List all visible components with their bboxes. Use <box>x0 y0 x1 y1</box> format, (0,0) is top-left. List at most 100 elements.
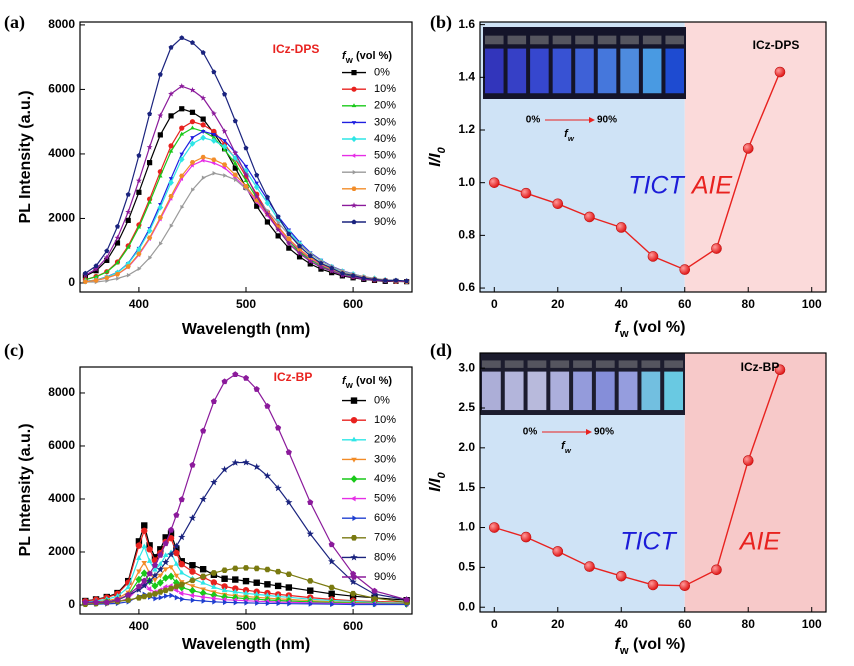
marker <box>135 585 143 593</box>
vial <box>504 371 524 411</box>
x-tick-label: 80 <box>742 297 756 311</box>
marker <box>212 171 217 176</box>
legend-label: 10% <box>374 414 396 426</box>
marker <box>168 177 174 182</box>
vial <box>664 360 683 368</box>
marker <box>93 274 99 279</box>
y-tick-label: 2.5 <box>458 400 475 414</box>
marker <box>276 220 281 225</box>
marker <box>104 248 110 254</box>
marker <box>393 277 399 283</box>
marker <box>350 272 356 278</box>
marker <box>212 599 218 605</box>
marker <box>114 234 121 241</box>
vial <box>595 360 615 368</box>
legend-label: 90% <box>374 216 396 228</box>
x-tick-label: 400 <box>129 297 149 311</box>
series-line <box>85 85 407 282</box>
marker <box>276 600 282 607</box>
marker <box>169 592 175 599</box>
marker <box>136 569 142 575</box>
marker <box>296 250 303 256</box>
label-part: w <box>565 446 572 455</box>
marker <box>104 275 110 281</box>
label-part: I/I <box>427 153 444 167</box>
marker <box>173 549 180 557</box>
marker <box>146 558 153 563</box>
marker <box>158 594 164 601</box>
marker <box>253 386 260 392</box>
marker <box>201 175 206 181</box>
marker <box>350 573 358 580</box>
marker <box>146 542 153 549</box>
x-tick-label: 60 <box>678 297 692 311</box>
marker <box>93 268 99 274</box>
marker <box>162 567 169 573</box>
marker <box>210 570 218 576</box>
legend-title: fW (vol %) <box>342 50 392 65</box>
marker <box>162 540 169 547</box>
marker <box>254 203 260 209</box>
marker <box>221 583 228 590</box>
marker <box>243 164 249 169</box>
marker <box>125 584 131 590</box>
legend-label: 30% <box>374 116 396 128</box>
marker <box>135 538 143 545</box>
marker <box>210 579 218 586</box>
marker <box>157 546 164 553</box>
marker <box>162 552 169 558</box>
marker <box>488 177 500 188</box>
label-part: 0 <box>436 471 448 478</box>
marker <box>156 565 164 573</box>
y-tick-label: 0.5 <box>458 560 475 574</box>
marker <box>253 579 260 586</box>
marker <box>242 594 250 603</box>
marker <box>135 595 143 601</box>
marker <box>135 542 143 549</box>
marker <box>147 235 153 241</box>
marker <box>231 458 239 466</box>
x-tick-label: 20 <box>551 297 565 311</box>
marker <box>200 427 207 434</box>
marker <box>711 243 722 254</box>
marker <box>103 254 110 261</box>
marker <box>285 571 293 578</box>
marker <box>350 553 358 561</box>
marker <box>307 578 314 584</box>
marker <box>157 71 163 77</box>
inset-arrowhead <box>586 429 592 435</box>
marker <box>141 527 148 534</box>
legend-label: 80% <box>374 551 396 563</box>
y-tick-label: 4000 <box>48 146 75 160</box>
marker <box>147 160 153 166</box>
marker <box>210 110 217 117</box>
inset-from: 0% <box>526 115 541 126</box>
marker <box>173 511 180 518</box>
x-tick-label: 60 <box>678 617 692 631</box>
marker <box>168 90 174 97</box>
marker <box>173 583 180 590</box>
label-part: I/I <box>427 478 444 492</box>
marker <box>232 576 239 583</box>
marker <box>157 560 164 566</box>
vial <box>550 360 570 368</box>
marker <box>199 589 207 597</box>
marker <box>264 581 271 588</box>
marker <box>104 257 110 263</box>
marker <box>286 236 292 242</box>
marker <box>211 128 217 134</box>
y-axis-title: I/I0 <box>427 146 448 166</box>
y-axis-title: PL Intensity (a.u.) <box>17 423 34 556</box>
vial <box>507 35 527 45</box>
marker <box>253 565 260 572</box>
region <box>684 22 826 292</box>
marker <box>233 177 238 183</box>
legend-label: 60% <box>374 512 396 524</box>
annotation: TICT <box>628 172 685 200</box>
marker <box>188 514 197 522</box>
label-part: f <box>342 50 347 62</box>
marker <box>200 122 206 128</box>
marker <box>152 577 158 583</box>
marker <box>372 601 378 608</box>
marker <box>82 279 88 284</box>
